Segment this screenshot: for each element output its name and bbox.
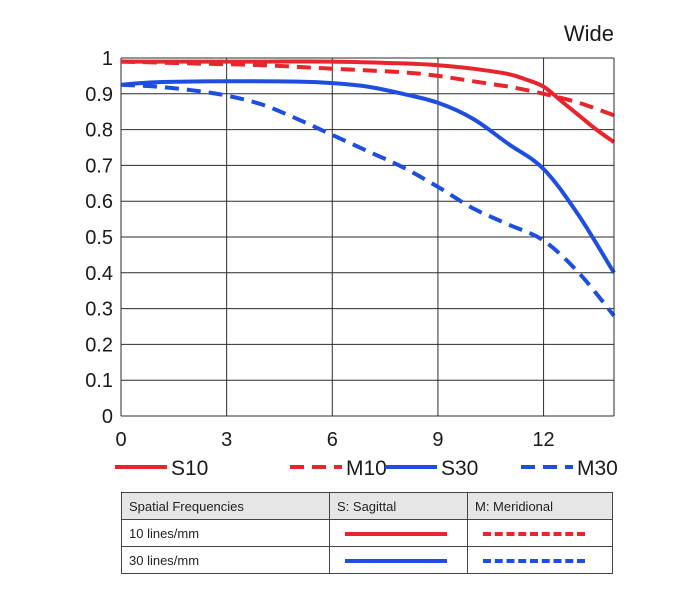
series-lines xyxy=(120,59,616,318)
meridional-swatch-cell-30 xyxy=(467,546,613,574)
legend-item-m10: M10 xyxy=(290,457,387,480)
meridional-30-swatch xyxy=(483,559,585,564)
row-label-30-lines: 30 lines/mm xyxy=(121,546,330,574)
series-s30-line xyxy=(120,79,616,274)
y-tick-label: 0.5 xyxy=(85,227,113,249)
sagittal-10-swatch xyxy=(345,532,447,537)
legend-item-s30: S30 xyxy=(385,457,478,480)
legend-label: S30 xyxy=(441,457,478,480)
grid-lines xyxy=(120,57,614,417)
x-tick-label: 3 xyxy=(221,429,232,451)
x-tick-label: 12 xyxy=(532,429,554,451)
y-tick-label: 0.2 xyxy=(85,334,113,356)
sagittal-swatch-cell-10 xyxy=(329,519,468,547)
y-tick-label: 0.9 xyxy=(85,84,113,106)
legend-item-s10: S10 xyxy=(115,457,208,480)
y-tick-label: 0 xyxy=(102,406,113,428)
series-m10-line xyxy=(120,59,615,118)
x-tick-label: 9 xyxy=(432,429,443,451)
key-table-row-30: 30 lines/mm xyxy=(121,546,613,574)
y-tick-label: 1 xyxy=(102,48,113,70)
sagittal-swatch-cell-30 xyxy=(329,546,468,574)
meridional-swatch-cell-10 xyxy=(467,519,613,547)
y-tick-label: 0.8 xyxy=(85,120,113,142)
y-tick-label: 0.4 xyxy=(85,263,113,285)
y-tick-label: 0.1 xyxy=(85,370,113,392)
x-tick-label: 0 xyxy=(115,429,126,451)
line-key-table: Spatial Frequencies S: Sagittal M: Merid… xyxy=(121,492,613,574)
meridional-10-swatch xyxy=(483,532,585,537)
sagittal-30-swatch xyxy=(345,559,447,564)
y-tick-label: 0.6 xyxy=(85,191,113,213)
header-spatial-frequencies: Spatial Frequencies xyxy=(121,492,330,520)
legend: S10 M10 S30 M30 xyxy=(115,457,618,480)
x-tick-label: 6 xyxy=(327,429,338,451)
key-table-header-row: Spatial Frequencies S: Sagittal M: Merid… xyxy=(121,492,613,520)
header-sagittal: S: Sagittal xyxy=(329,492,468,520)
chart-title: Wide xyxy=(564,21,614,46)
row-label-10-lines: 10 lines/mm xyxy=(121,519,330,547)
y-tick-label: 0.7 xyxy=(85,155,113,177)
series-m30-line xyxy=(120,82,616,318)
legend-item-m30: M30 xyxy=(521,457,618,480)
y-tick-label: 0.3 xyxy=(85,299,113,321)
key-table-row-10: 10 lines/mm xyxy=(121,519,613,547)
legend-label: M30 xyxy=(577,457,618,480)
tick-labels: 0 0.1 0.2 0.3 0.4 0.5 0.6 0.7 0.8 0.9 1 0 3 6 9 12 xyxy=(85,48,555,451)
series-s10-line xyxy=(120,59,616,144)
header-meridional: M: Meridional xyxy=(467,492,613,520)
legend-label: S10 xyxy=(171,457,208,480)
legend-label: M10 xyxy=(346,457,387,480)
